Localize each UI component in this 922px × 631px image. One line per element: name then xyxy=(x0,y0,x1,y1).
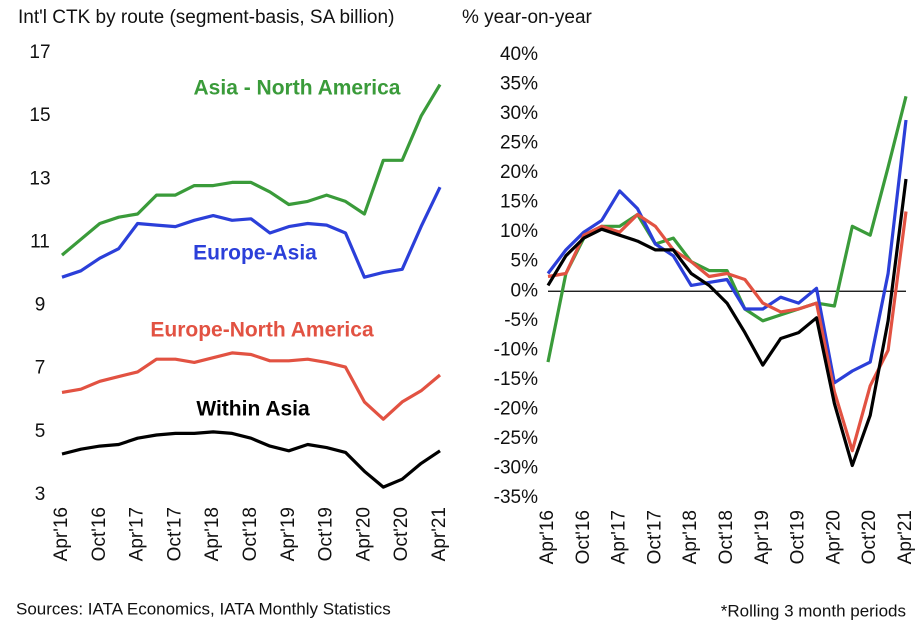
y-tick-label: -30% xyxy=(494,457,538,478)
y-tick-label: 5 xyxy=(35,421,46,442)
x-tick-label: Oct'17 xyxy=(164,507,185,561)
y-tick-label: 0% xyxy=(511,280,539,301)
x-tick-label: Oct'20 xyxy=(859,510,880,564)
series-label: Europe-Asia xyxy=(193,242,317,265)
x-tick-label: Apr'20 xyxy=(823,510,844,564)
footnote: *Rolling 3 month periods xyxy=(721,601,906,620)
x-tick-label: Apr'17 xyxy=(609,510,630,564)
x-tick-label: Oct'18 xyxy=(240,507,261,561)
y-tick-label: -10% xyxy=(494,339,538,360)
y-tick-label: 15 xyxy=(29,105,50,126)
x-tick-label: Apr'17 xyxy=(127,507,148,561)
series-line xyxy=(61,351,442,421)
y-tick-label: 5% xyxy=(511,251,539,272)
y-tick-label: 11 xyxy=(30,231,50,252)
y-tick-label: 35% xyxy=(500,74,538,95)
x-tick-label: Oct'18 xyxy=(716,510,737,564)
y-tick-label: -35% xyxy=(494,487,538,508)
x-tick-label: Apr'16 xyxy=(51,507,72,561)
series-label: Europe-North America xyxy=(150,319,374,342)
chart-title: % year-on-year xyxy=(462,7,593,28)
y-tick-label: -20% xyxy=(494,398,538,419)
y-tick-label: 10% xyxy=(500,221,538,242)
y-tick-label: 20% xyxy=(500,162,538,183)
series-line xyxy=(546,95,908,363)
y-tick-label: -25% xyxy=(494,428,538,449)
y-tick-label: 13 xyxy=(29,168,50,189)
series-line xyxy=(547,211,908,453)
series-line xyxy=(61,186,442,279)
y-tick-label: 30% xyxy=(500,103,538,124)
y-tick-label: 15% xyxy=(500,192,538,213)
x-tick-label: Apr'16 xyxy=(537,510,558,564)
series-line xyxy=(546,178,908,468)
y-tick-label: 3 xyxy=(35,484,46,505)
y-tick-label: 17 xyxy=(29,42,50,63)
series-line xyxy=(546,119,908,385)
x-tick-label: Oct'19 xyxy=(316,507,337,561)
x-tick-label: Apr'21 xyxy=(429,507,450,561)
x-tick-label: Apr'18 xyxy=(202,507,223,561)
y-tick-label: 9 xyxy=(35,295,46,316)
x-tick-label: Oct'20 xyxy=(391,507,412,561)
x-tick-label: Apr'20 xyxy=(353,507,374,561)
x-tick-label: Apr'19 xyxy=(278,507,299,561)
y-tick-label: 7 xyxy=(35,358,46,379)
x-tick-label: Apr'19 xyxy=(752,510,773,564)
x-tick-label: Apr'21 xyxy=(895,510,916,564)
y-tick-label: 25% xyxy=(500,133,538,154)
y-tick-label: -15% xyxy=(494,369,538,390)
x-tick-label: Oct'16 xyxy=(89,507,110,561)
x-tick-label: Oct'16 xyxy=(573,510,594,564)
sources: Sources: IATA Economics, IATA Monthly St… xyxy=(16,599,391,618)
x-tick-label: Apr'18 xyxy=(680,510,701,564)
series-label: Asia - North America xyxy=(194,77,401,100)
series-line xyxy=(61,430,441,489)
y-tick-label: -5% xyxy=(504,310,538,331)
chart-title: Int'l CTK by route (segment-basis, SA bi… xyxy=(18,7,394,28)
x-tick-label: Oct'19 xyxy=(788,510,809,564)
y-tick-label: 40% xyxy=(500,44,538,65)
series-line xyxy=(60,83,442,257)
series-label: Within Asia xyxy=(196,398,310,421)
x-tick-label: Oct'17 xyxy=(644,510,665,564)
